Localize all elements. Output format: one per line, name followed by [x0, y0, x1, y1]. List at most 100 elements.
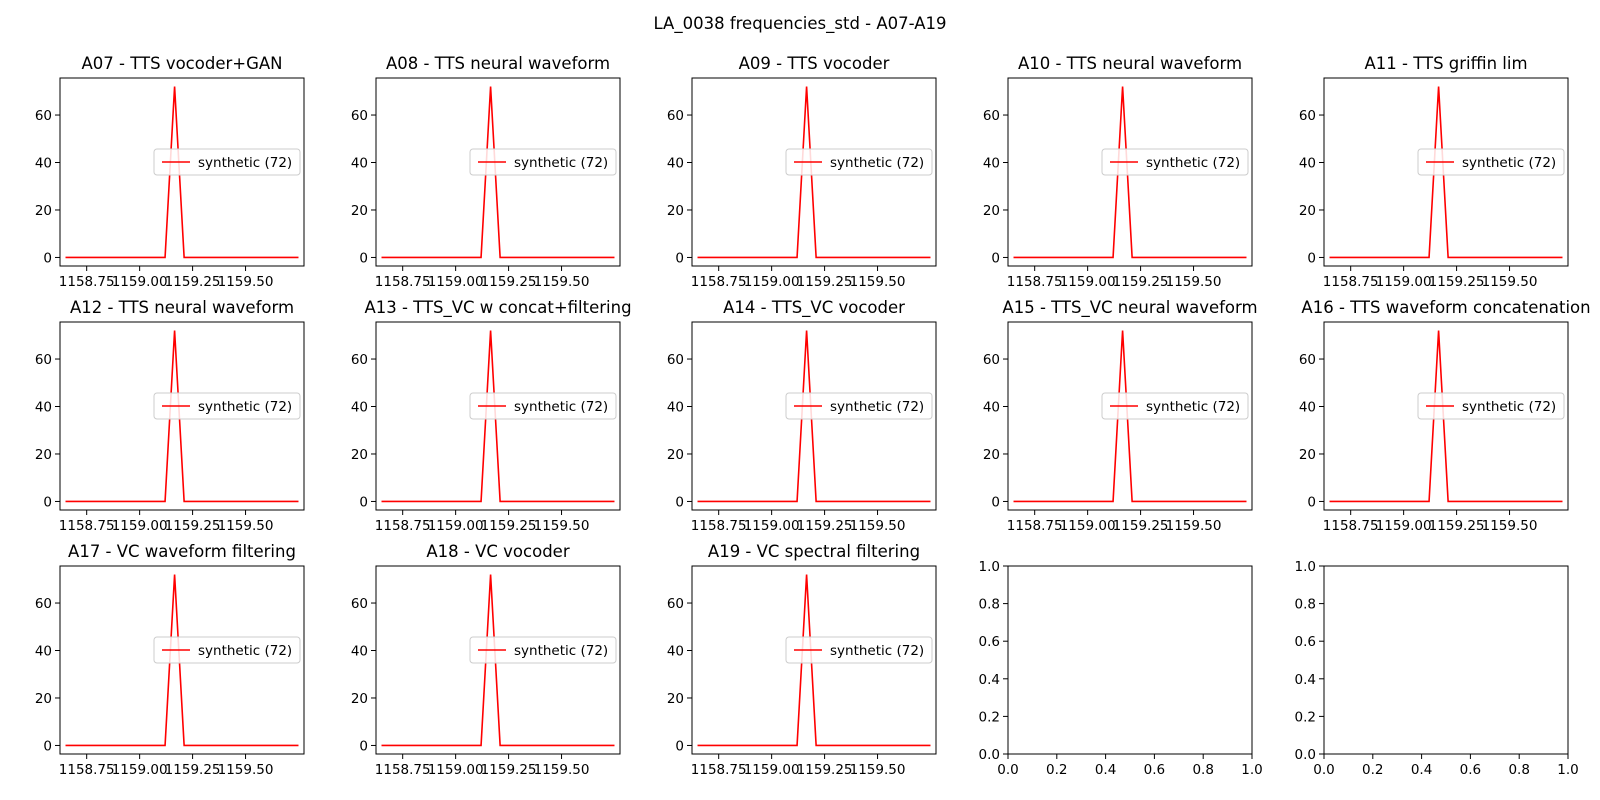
- legend-box: [469, 636, 617, 664]
- series-line: [1013, 330, 1247, 503]
- series-line: [1013, 86, 1247, 259]
- x-tick-label: 1159.25: [797, 518, 853, 534]
- subplot-title: A15 - TTS_VC neural waveform: [1002, 298, 1257, 318]
- legend-label: synthetic (72): [198, 399, 292, 415]
- legend: synthetic (72): [1101, 392, 1249, 420]
- subplot-title: A18 - VC vocoder: [426, 542, 569, 561]
- x-tick-label: 1159.50: [534, 762, 590, 778]
- x-tick-label: 1159.50: [218, 762, 274, 778]
- x-tick-label: 1159.00: [1060, 518, 1116, 534]
- y-tick-label: 20: [667, 691, 684, 707]
- x-tick-label: 1158.75: [375, 762, 431, 778]
- x-tick-label: 0.8: [1508, 762, 1529, 778]
- y-tick-label: 60: [35, 596, 52, 612]
- y-tick-label: 60: [35, 352, 52, 368]
- x-tick-label: 1159.25: [481, 518, 537, 534]
- x-tick-label: 1159.00: [744, 518, 800, 534]
- subplot-title: A19 - VC spectral filtering: [708, 542, 920, 561]
- y-tick-label: 60: [351, 596, 368, 612]
- y-tick-label: 20: [351, 691, 368, 707]
- x-tick-label: 0.4: [1411, 762, 1432, 778]
- y-tick-label: 60: [667, 596, 684, 612]
- series-line: [65, 86, 299, 259]
- y-tick-label: 0: [675, 738, 684, 754]
- y-tick-label: 20: [983, 203, 1000, 219]
- legend-label: synthetic (72): [1146, 155, 1240, 171]
- x-tick-label: 1.0: [1557, 762, 1578, 778]
- x-tick-label: 1159.00: [428, 762, 484, 778]
- y-tick-label: 0: [991, 494, 1000, 510]
- y-tick-label: 0.4: [1295, 672, 1316, 688]
- subplot: A13 - TTS_VC w concat+filtering1158.7511…: [351, 298, 632, 534]
- y-tick-label: 0: [675, 250, 684, 266]
- legend-box: [1101, 148, 1249, 176]
- x-tick-label: 1159.50: [850, 274, 906, 290]
- legend: synthetic (72): [153, 392, 301, 420]
- series-line: [65, 330, 299, 503]
- series-line: [381, 330, 615, 503]
- x-tick-label: 1159.50: [850, 518, 906, 534]
- x-tick-label: 1158.75: [59, 518, 115, 534]
- y-tick-label: 0: [43, 250, 52, 266]
- x-tick-label: 0.6: [1144, 762, 1165, 778]
- y-tick-label: 0.8: [979, 597, 1000, 613]
- axes-frame: [1007, 565, 1253, 755]
- y-tick-label: 0: [43, 738, 52, 754]
- subplot: A10 - TTS neural waveform1158.751159.001…: [983, 54, 1253, 290]
- y-tick-label: 40: [667, 400, 684, 416]
- y-tick-label: 40: [351, 644, 368, 660]
- legend-label: synthetic (72): [830, 399, 924, 415]
- y-tick-label: 0.6: [1295, 634, 1316, 650]
- series-line: [697, 330, 931, 503]
- x-tick-label: 1159.25: [165, 274, 221, 290]
- x-tick-label: 1159.50: [534, 518, 590, 534]
- y-tick-label: 0.4: [979, 672, 1000, 688]
- x-tick-label: 1159.25: [1113, 274, 1169, 290]
- legend-label: synthetic (72): [830, 643, 924, 659]
- legend: synthetic (72): [785, 392, 933, 420]
- series-line: [381, 574, 615, 747]
- subplot: A08 - TTS neural waveform1158.751159.001…: [351, 54, 621, 290]
- empty-subplot: 0.00.0 0.2 0.2 0.4 0.4 0.6 0.6 0.8 0.8 1.0 1.0: [979, 559, 1263, 778]
- x-tick-label: 1158.75: [375, 274, 431, 290]
- x-tick-label: 1159.50: [534, 274, 590, 290]
- y-tick-label: 60: [1299, 108, 1316, 124]
- x-tick-label: 1159.25: [1113, 518, 1169, 534]
- y-tick-label: 0: [359, 494, 368, 510]
- legend: synthetic (72): [1417, 148, 1565, 176]
- y-tick-label: 40: [35, 400, 52, 416]
- legend-box: [785, 148, 933, 176]
- legend-label: synthetic (72): [514, 155, 608, 171]
- y-tick-label: 0: [359, 250, 368, 266]
- series-line: [1329, 86, 1563, 259]
- legend-box: [785, 636, 933, 664]
- y-tick-label: 40: [667, 644, 684, 660]
- y-tick-label: 40: [351, 156, 368, 172]
- x-tick-label: 0.2: [1362, 762, 1383, 778]
- x-tick-label: 1159.50: [1482, 518, 1538, 534]
- y-tick-label: 0.6: [979, 634, 1000, 650]
- x-tick-label: 1159.00: [112, 274, 168, 290]
- legend-box: [1417, 148, 1565, 176]
- y-tick-label: 40: [35, 644, 52, 660]
- y-tick-label: 40: [983, 156, 1000, 172]
- y-tick-label: 0: [1307, 494, 1316, 510]
- subplot-title: A07 - TTS vocoder+GAN: [82, 54, 283, 73]
- legend-label: synthetic (72): [1462, 399, 1556, 415]
- x-tick-label: 1158.75: [1323, 274, 1379, 290]
- y-tick-label: 20: [35, 203, 52, 219]
- subplot: A12 - TTS neural waveform1158.751159.001…: [35, 298, 305, 534]
- legend: synthetic (72): [1417, 392, 1565, 420]
- x-tick-label: 1158.75: [691, 274, 747, 290]
- legend: synthetic (72): [1101, 148, 1249, 176]
- subplot-title: A08 - TTS neural waveform: [386, 54, 610, 73]
- x-tick-label: 1158.75: [1007, 518, 1063, 534]
- empty-subplot: 0.00.0 0.2 0.2 0.4 0.4 0.6 0.6 0.8 0.8 1.0 1.0: [1295, 559, 1579, 778]
- y-tick-label: 60: [667, 352, 684, 368]
- subplot: A16 - TTS waveform concatenation1158.751…: [1299, 298, 1591, 534]
- legend-label: synthetic (72): [1146, 399, 1240, 415]
- y-tick-label: 40: [1299, 156, 1316, 172]
- y-tick-label: 20: [1299, 203, 1316, 219]
- subplot: A14 - TTS_VC vocoder 1158.751159.001159.2…: [667, 298, 937, 534]
